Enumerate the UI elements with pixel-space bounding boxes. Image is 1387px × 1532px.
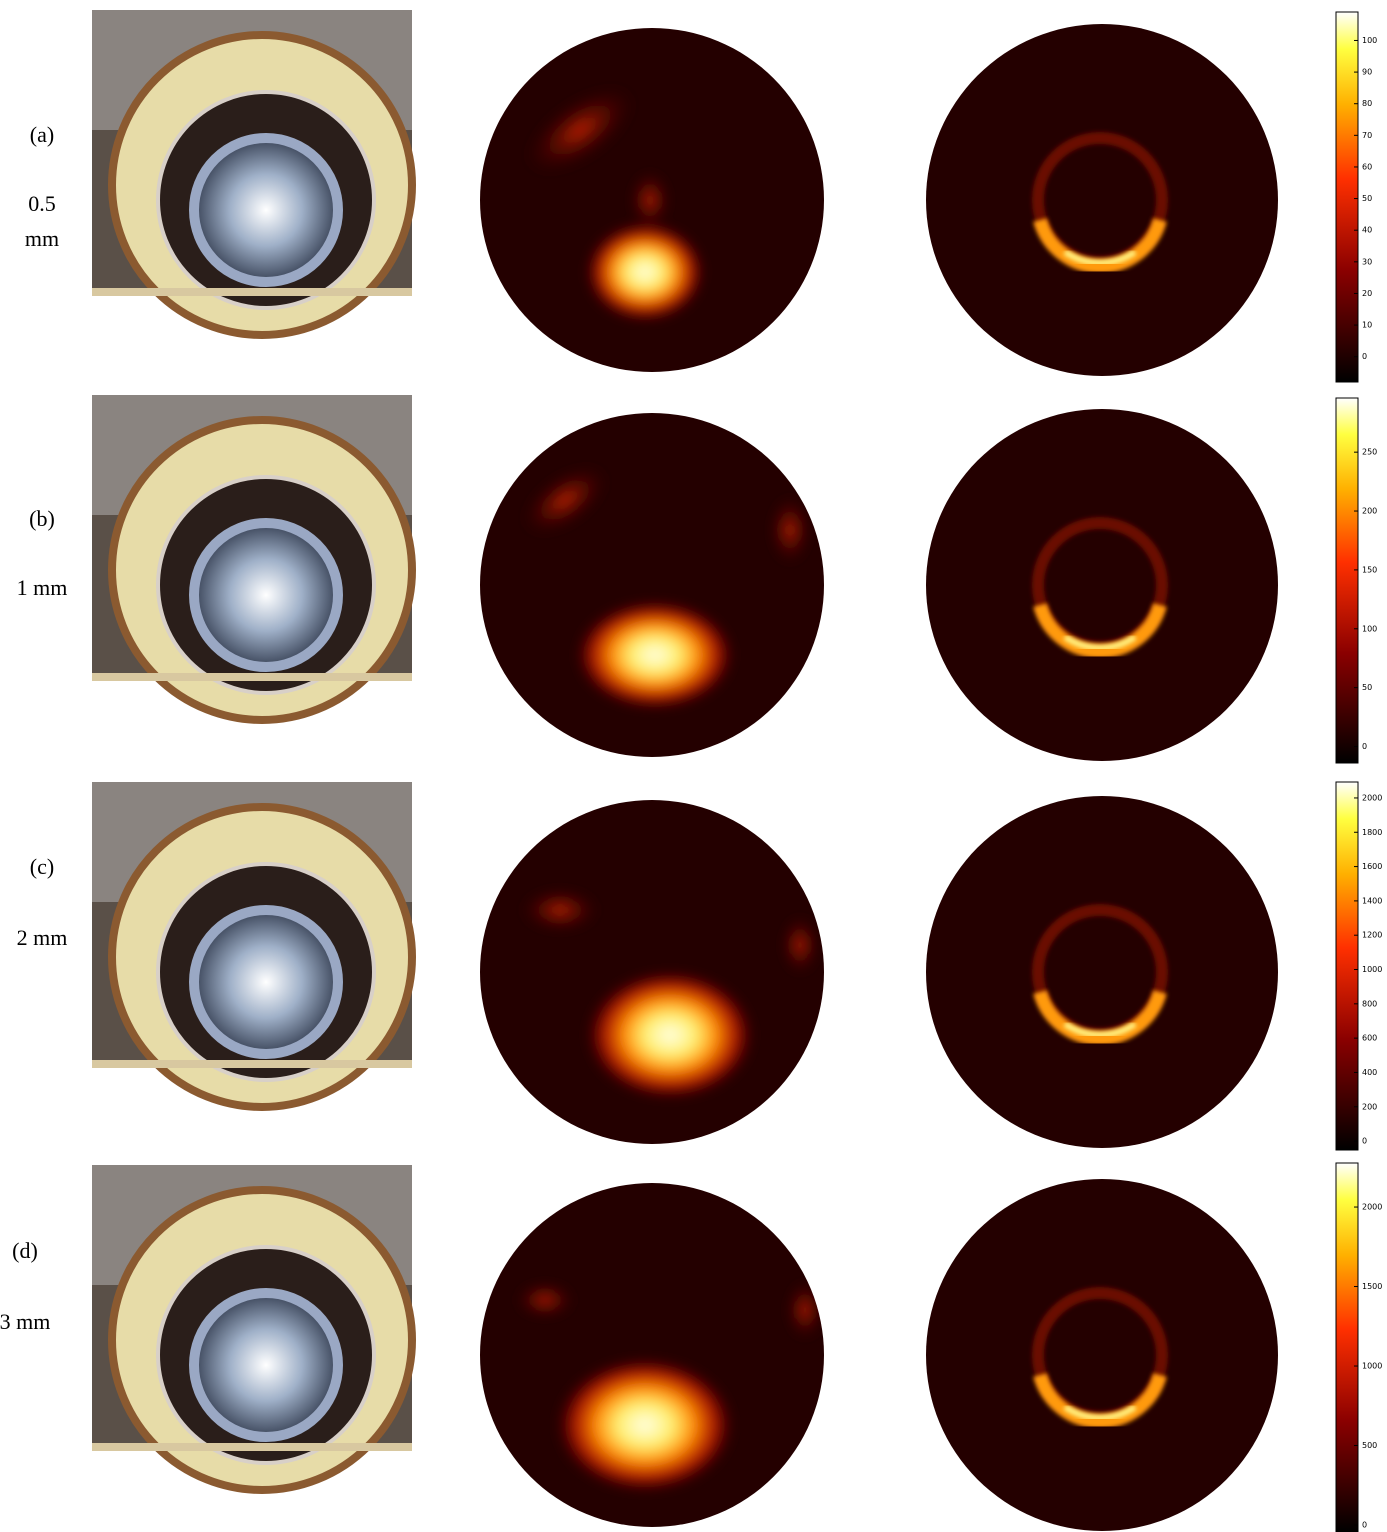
heat-peak bbox=[585, 222, 705, 322]
colorbar-tick-label: 50 bbox=[1362, 683, 1372, 692]
ring-bg bbox=[926, 24, 1278, 376]
thickness-label: 2 mm bbox=[16, 920, 68, 955]
row-label: (a) bbox=[12, 117, 72, 152]
heat-blob bbox=[770, 495, 810, 565]
colorbar-tick-label: 200 bbox=[1362, 1102, 1377, 1111]
colorbar-tick-label: 1200 bbox=[1362, 931, 1382, 940]
heat-blob bbox=[787, 1280, 823, 1340]
photo-base bbox=[92, 1443, 412, 1451]
heat-peak bbox=[575, 600, 735, 710]
colorbar-tick-label: 0 bbox=[1362, 742, 1367, 751]
colorbar-tick-label: 0 bbox=[1362, 1137, 1367, 1146]
colorbar-tick-label: 1400 bbox=[1362, 896, 1382, 905]
colorbar-tick-label: 0 bbox=[1362, 352, 1367, 361]
heat-blob bbox=[515, 1282, 575, 1318]
colorbar-tick-label: 2000 bbox=[1362, 793, 1382, 802]
photo-base bbox=[92, 288, 412, 296]
colorbar bbox=[1336, 398, 1358, 763]
row-label: (b) bbox=[12, 501, 72, 536]
figure: 0102030405060708090100050100150200250020… bbox=[0, 0, 1387, 1532]
colorbar-tick-label: 800 bbox=[1362, 999, 1377, 1008]
colorbar-tick-label: 600 bbox=[1362, 1034, 1377, 1043]
colorbar bbox=[1336, 12, 1358, 382]
colorbar-tick-label: 1500 bbox=[1362, 1282, 1382, 1291]
colorbar-tick-label: 10 bbox=[1362, 321, 1372, 330]
heat-blob bbox=[630, 170, 670, 230]
thickness-label: 1 mm bbox=[16, 570, 68, 605]
colorbar-tick-label: 30 bbox=[1362, 257, 1372, 266]
photo bbox=[92, 1165, 412, 1490]
colorbar-tick-label: 1000 bbox=[1362, 1362, 1382, 1371]
colorbar-tick-label: 250 bbox=[1362, 448, 1377, 457]
colorbar-tick-label: 100 bbox=[1362, 624, 1377, 633]
tube bbox=[194, 138, 338, 282]
ring-bg bbox=[926, 796, 1278, 1148]
colorbar-tick-label: 40 bbox=[1362, 226, 1372, 235]
colorbar-tick-label: 90 bbox=[1362, 68, 1372, 77]
figure-graphics: 0102030405060708090100050100150200250020… bbox=[0, 0, 1387, 1532]
colorbar-tick-label: 50 bbox=[1362, 194, 1372, 203]
photo bbox=[92, 395, 412, 720]
photo-base bbox=[92, 673, 412, 681]
tube bbox=[194, 523, 338, 667]
photo bbox=[92, 782, 412, 1107]
tube bbox=[194, 1293, 338, 1437]
heat-peak bbox=[555, 1357, 735, 1493]
heat-peak bbox=[585, 970, 755, 1100]
heat-blob bbox=[520, 888, 600, 932]
ring-bg bbox=[926, 409, 1278, 761]
colorbar bbox=[1336, 1163, 1358, 1532]
colorbar-tick-label: 1600 bbox=[1362, 862, 1382, 871]
photo bbox=[92, 10, 412, 335]
thickness-label: 0.5 mm bbox=[16, 186, 68, 256]
colorbar-tick-label: 200 bbox=[1362, 507, 1377, 516]
colorbar-tick-label: 100 bbox=[1362, 36, 1377, 45]
row-label: (d) bbox=[0, 1233, 55, 1268]
colorbar-tick-label: 500 bbox=[1362, 1441, 1377, 1450]
colorbar-tick-label: 60 bbox=[1362, 162, 1372, 171]
colorbar bbox=[1336, 782, 1358, 1150]
tube bbox=[194, 910, 338, 1054]
colorbar-tick-label: 400 bbox=[1362, 1068, 1377, 1077]
heat-blob bbox=[782, 915, 818, 975]
thickness-label: 3 mm bbox=[0, 1304, 51, 1339]
colorbar-tick-label: 2000 bbox=[1362, 1203, 1382, 1212]
colorbar-tick-label: 70 bbox=[1362, 131, 1372, 140]
ring-bg bbox=[926, 1179, 1278, 1531]
colorbar-tick-label: 1800 bbox=[1362, 828, 1382, 837]
row-label: (c) bbox=[12, 849, 72, 884]
colorbar-tick-label: 1000 bbox=[1362, 965, 1382, 974]
colorbar-tick-label: 0 bbox=[1362, 1521, 1367, 1530]
colorbar-tick-label: 150 bbox=[1362, 565, 1377, 574]
photo-base bbox=[92, 1060, 412, 1068]
colorbar-tick-label: 20 bbox=[1362, 289, 1372, 298]
colorbar-tick-label: 80 bbox=[1362, 99, 1372, 108]
